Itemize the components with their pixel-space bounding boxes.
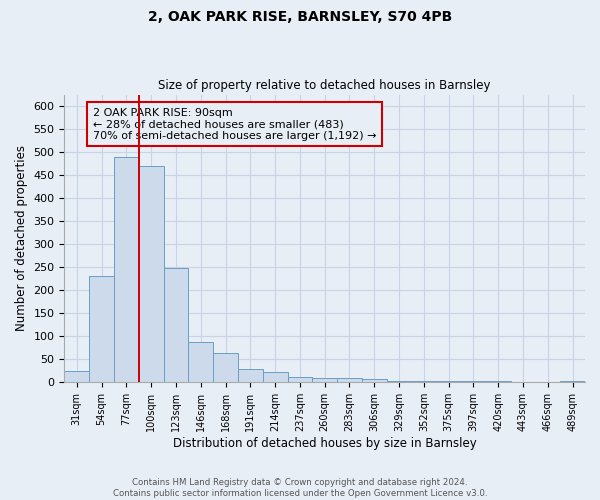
Bar: [560, 381, 585, 382]
Bar: [263, 372, 287, 382]
Text: 2 OAK PARK RISE: 90sqm
← 28% of detached houses are smaller (483)
70% of semi-de: 2 OAK PARK RISE: 90sqm ← 28% of detached…: [93, 108, 377, 140]
Bar: [164, 268, 188, 382]
Bar: [386, 381, 412, 382]
Bar: [461, 381, 486, 382]
Bar: [114, 156, 139, 382]
Bar: [486, 381, 511, 382]
Bar: [89, 276, 114, 382]
Text: Contains HM Land Registry data © Crown copyright and database right 2024.
Contai: Contains HM Land Registry data © Crown c…: [113, 478, 487, 498]
Bar: [313, 378, 337, 382]
Title: Size of property relative to detached houses in Barnsley: Size of property relative to detached ho…: [158, 79, 491, 92]
Bar: [287, 377, 313, 382]
X-axis label: Distribution of detached houses by size in Barnsley: Distribution of detached houses by size …: [173, 437, 476, 450]
Bar: [337, 378, 362, 382]
Bar: [362, 378, 386, 382]
Bar: [188, 342, 213, 382]
Bar: [64, 371, 89, 382]
Bar: [213, 354, 238, 382]
Bar: [238, 368, 263, 382]
Bar: [436, 381, 461, 382]
Bar: [139, 166, 164, 382]
Y-axis label: Number of detached properties: Number of detached properties: [15, 146, 28, 332]
Text: 2, OAK PARK RISE, BARNSLEY, S70 4PB: 2, OAK PARK RISE, BARNSLEY, S70 4PB: [148, 10, 452, 24]
Bar: [412, 381, 436, 382]
